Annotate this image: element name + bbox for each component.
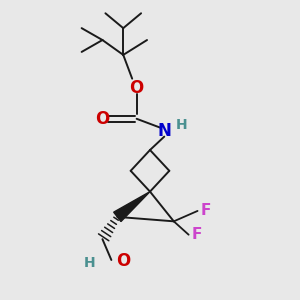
Text: O: O xyxy=(95,110,109,128)
Polygon shape xyxy=(114,192,150,222)
Text: O: O xyxy=(130,79,144,97)
Text: H: H xyxy=(176,118,188,132)
Text: O: O xyxy=(116,253,130,271)
Text: F: F xyxy=(192,227,202,242)
Text: F: F xyxy=(200,203,211,218)
Text: H: H xyxy=(83,256,95,270)
Text: N: N xyxy=(157,122,171,140)
